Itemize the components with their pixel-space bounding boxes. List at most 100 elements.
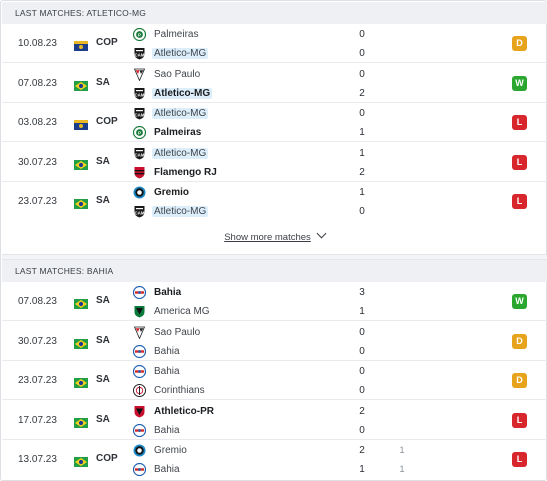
away-score: 0 — [359, 48, 365, 59]
sao-paulo-crest — [133, 68, 146, 82]
result-badge: W — [512, 294, 527, 309]
match-row[interactable]: 30.07.23 SA Sao Paulo 0 Bahia 0 D — [2, 322, 547, 361]
home-team-name: Palmeiras — [154, 29, 199, 40]
atletico-mg-crest: CAM — [133, 87, 146, 100]
match-date: 03.08.23 — [18, 117, 57, 128]
result-badge: W — [512, 75, 527, 91]
competition-label: SA — [96, 413, 110, 425]
match-date: 17.07.23 — [18, 414, 57, 426]
away-score: 2 — [359, 87, 365, 99]
atletico-mg-crest: CAM — [133, 147, 146, 160]
home-penalty-score: 1 — [399, 445, 405, 455]
home-score: 1 — [359, 187, 365, 198]
away-score: 0 — [359, 206, 365, 217]
home-team-name: Bahia — [154, 287, 182, 298]
match-date: 30.07.23 — [18, 156, 57, 168]
match-row[interactable]: 23.07.23 SA Bahia 0 Corinthians 0 D — [2, 361, 547, 400]
home-team-name: Sao Paulo — [154, 326, 201, 338]
section-header-atletico: LAST MATCHES: ATLETICO-MG — [2, 2, 547, 24]
away-score: 1 — [359, 127, 365, 138]
away-team-name: Corinthians — [154, 385, 205, 396]
home-team: Sao Paulo — [133, 324, 353, 342]
away-team-name: Atletico-MG — [152, 87, 213, 99]
match-date: 23.07.23 — [18, 196, 57, 207]
match-date: 30.07.23 — [18, 335, 57, 347]
result-badge: L — [512, 115, 527, 130]
away-team-name: Palmeiras — [154, 127, 202, 138]
athletico-pr-crest — [133, 405, 146, 418]
home-score: 2 — [359, 405, 365, 417]
result-badge: L — [512, 194, 527, 209]
away-team-name: Bahia — [154, 464, 180, 475]
home-team: Sao Paulo — [133, 66, 353, 84]
home-team: Bahia — [132, 284, 353, 302]
result-badge: D — [512, 36, 527, 51]
match-row[interactable]: 23.07.23 SA Gremio 1 CAM Atletico-MG 0 L — [2, 182, 547, 221]
away-score: 2 — [359, 166, 365, 178]
home-team-name: Athletico-PR — [154, 405, 214, 417]
away-team: CAM Atletico-MG — [133, 203, 353, 221]
match-row[interactable]: 10.08.23 COP P Palmeiras 0 CAM Atletico-MG 0 D — [2, 24, 547, 63]
show-more-label: Show more matches — [224, 232, 311, 243]
conmebol-flag — [74, 38, 88, 51]
away-team: Bahia — [132, 461, 353, 479]
away-score: 1 — [359, 306, 365, 317]
away-team-name: Atletico-MG — [152, 206, 209, 217]
away-team: CAM Atletico-MG — [133, 85, 353, 103]
bahia-crest — [132, 364, 147, 379]
gremio-crest — [133, 186, 146, 199]
bahia-crest — [132, 344, 147, 358]
corinthians-crest — [133, 384, 146, 397]
home-team: Bahia — [132, 363, 353, 381]
away-score: 0 — [359, 385, 365, 396]
away-team: Corinthians — [133, 382, 353, 400]
away-team: CAM Atletico-MG — [133, 45, 353, 63]
home-score: 2 — [359, 445, 365, 456]
match-row[interactable]: 07.08.23 SA Sao Paulo 0 CAM Atletico-MG 2 W — [2, 64, 547, 103]
away-score: 0 — [359, 345, 365, 357]
brazil-flag — [74, 296, 88, 309]
home-team-name: Sao Paulo — [154, 68, 201, 80]
away-team-name: Flamengo RJ — [154, 166, 217, 178]
svg-text:CAM: CAM — [135, 92, 145, 97]
brazil-flag — [74, 157, 88, 170]
match-row[interactable]: 30.07.23 SA CAM Atletico-MG 1 Flamengo RJ 2 L — [2, 143, 547, 182]
flamengo-crest — [133, 166, 146, 179]
away-score: 0 — [359, 424, 365, 436]
home-team: CAM Atletico-MG — [133, 105, 353, 123]
competition-label: SA — [96, 374, 110, 385]
competition-label: SA — [96, 334, 110, 346]
competition-label: SA — [96, 195, 110, 206]
home-team-name: Bahia — [154, 366, 180, 377]
match-row[interactable]: 03.08.23 COP CAM Atletico-MG 0 P Palmeiras 1 L — [2, 103, 547, 142]
competition-label: SA — [96, 295, 110, 306]
competition-label: COP — [96, 116, 118, 127]
home-score: 3 — [359, 287, 365, 298]
svg-text:P: P — [138, 130, 141, 135]
match-row[interactable]: 13.07.23 COP Gremio 2 1 Bahia 1 1 L — [2, 440, 547, 479]
bahia-crest — [132, 423, 147, 437]
result-badge: L — [512, 452, 527, 467]
competition-label: SA — [96, 155, 110, 167]
match-date: 07.08.23 — [18, 296, 57, 307]
bahia-crest — [132, 462, 147, 477]
away-team-name: Bahia — [154, 345, 180, 357]
match-row[interactable]: 17.07.23 SA Athletico-PR 2 Bahia 0 L — [2, 401, 547, 440]
show-more-button[interactable]: Show more matches — [224, 228, 327, 243]
match-row[interactable]: 07.08.23 SA Bahia 3 America MG 1 W — [2, 282, 547, 321]
brazil-flag — [74, 375, 88, 388]
america-mg-crest — [133, 305, 146, 318]
home-team-name: Atletico-MG — [152, 108, 209, 119]
away-team-name: Bahia — [154, 424, 180, 436]
bahia-crest — [132, 285, 147, 300]
home-team-name: Gremio — [154, 445, 187, 456]
home-team-name: Gremio — [154, 187, 190, 198]
away-penalty-score: 1 — [399, 464, 405, 474]
competition-label: COP — [96, 453, 118, 464]
section-header-bahia: LAST MATCHES: BAHIA — [2, 260, 547, 282]
svg-text:CAM: CAM — [135, 53, 145, 58]
brazil-flag — [74, 78, 88, 91]
match-date: 13.07.23 — [18, 454, 57, 465]
home-team: CAM Atletico-MG — [133, 145, 353, 163]
